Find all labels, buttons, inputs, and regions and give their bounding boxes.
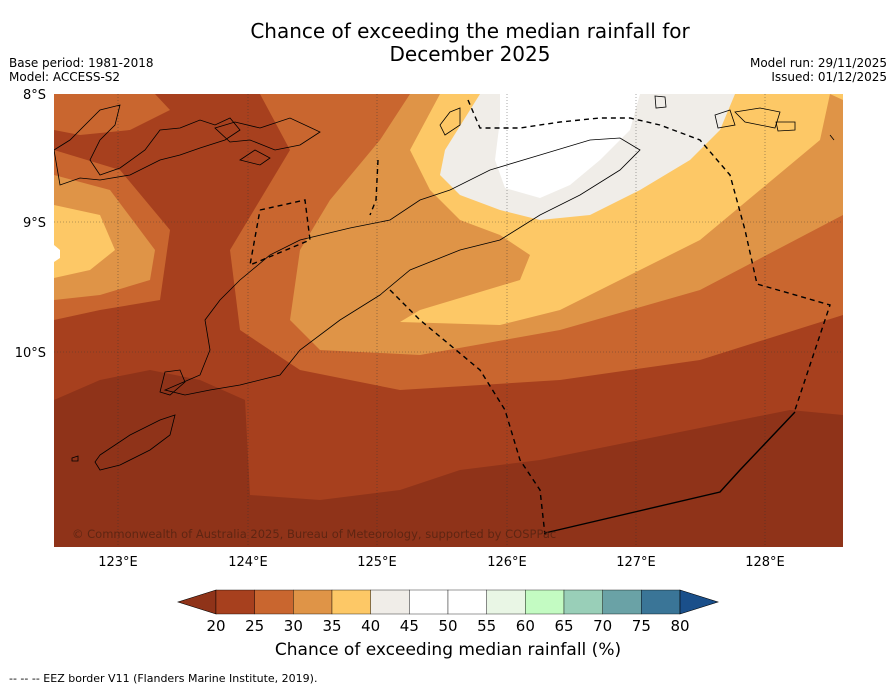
- colorbar-tick-label: 25: [245, 617, 264, 635]
- colorbar-tick-label: 20: [206, 617, 225, 635]
- base-period: Base period: 1981-2018: [9, 56, 154, 70]
- colorbar-tick-label: 30: [284, 617, 303, 635]
- title-line-1: Chance of exceeding the median rainfall …: [250, 19, 690, 43]
- island-coast: [214, 117, 321, 151]
- colorbar-tick-label: 80: [670, 617, 689, 635]
- colorbar-tick-label: 55: [477, 617, 496, 635]
- lon-label-126e: 126°E: [487, 555, 527, 570]
- colorbar-segment: [370, 589, 410, 615]
- colorbar-ticks: 20 25 30 35 40 45 50 55 60 65 70 75 80: [206, 617, 689, 635]
- colorbar-label: Chance of exceeding median rainfall (%): [274, 640, 622, 660]
- colorbar-tick-label: 40: [361, 617, 380, 635]
- meta-left: Base period: 1981-2018 Model: ACCESS-S2: [9, 56, 154, 84]
- colorbar-segment: [641, 589, 681, 615]
- islet-e-coast: [829, 134, 835, 141]
- colorbar-segment: [563, 589, 603, 615]
- rote-coast: [159, 369, 186, 396]
- eez-north-seg: [369, 159, 379, 216]
- lat-label-9s: 9°S: [23, 216, 46, 231]
- map-title: Chance of exceeding the median rainfall …: [0, 20, 896, 66]
- islet-ne2-coast: [734, 107, 781, 129]
- colorbar-tick-label: 70: [593, 617, 612, 635]
- rainfall-field: © Commonwealth of Australia 2025, Bureau…: [54, 94, 843, 547]
- lon-label-125e: 125°E: [357, 555, 397, 570]
- islet-n-coast: [654, 95, 667, 109]
- band-white-west: [54, 245, 60, 262]
- band-50-55: [495, 94, 640, 198]
- flores-coast: [54, 104, 241, 186]
- model-name: Model: ACCESS-S2: [9, 70, 121, 84]
- colorbar-segment: [525, 589, 565, 615]
- colorbar-segment: [215, 589, 255, 615]
- colorbar-segment: [486, 589, 526, 615]
- band-30-35-nw: [54, 94, 170, 135]
- colorbar-tick-label: 75: [632, 617, 651, 635]
- colorbar-tick-label: 65: [554, 617, 573, 635]
- colorbar-segment: [409, 589, 449, 615]
- band-40-45-west: [54, 205, 115, 278]
- lon-label-124e: 124°E: [228, 555, 268, 570]
- sawu-islet-coast: [71, 455, 79, 462]
- eez-east: [467, 99, 831, 411]
- lon-label-128e: 128°E: [745, 555, 785, 570]
- islet-coast: [239, 149, 271, 166]
- lat-label-10s: 10°S: [15, 346, 46, 361]
- wetar-west-coast: [439, 107, 461, 136]
- colorbar: [177, 589, 719, 615]
- issued-date: Issued: 01/12/2025: [771, 70, 887, 84]
- title-line-2: December 2025: [389, 42, 551, 66]
- colorbar-arrow-high: [679, 589, 719, 615]
- eez-border: [249, 99, 831, 536]
- eez-solid: [544, 411, 796, 534]
- footer-note: -- -- -- EEZ border V11 (Flanders Marine…: [9, 672, 318, 685]
- islet-ne1-coast: [714, 109, 736, 129]
- model-run: Model run: 29/11/2025: [749, 56, 887, 70]
- colorbar-segment: [331, 589, 371, 615]
- sawu-coast: [94, 414, 176, 471]
- coastlines: [54, 95, 835, 471]
- lon-label-127e: 127°E: [616, 555, 656, 570]
- colorbar-arrow-low: [177, 589, 217, 615]
- colorbar-segment: [602, 589, 642, 615]
- colorbar-segment: [254, 589, 294, 615]
- timor-coast: [163, 137, 641, 396]
- colorbar-tick-label: 35: [322, 617, 341, 635]
- colorbar-segment: [447, 589, 487, 615]
- meta-right: Model run: 29/11/2025 Issued: 01/12/2025: [750, 56, 887, 84]
- lon-label-123e: 123°E: [98, 555, 138, 570]
- lat-label-8s: 8°S: [23, 88, 46, 103]
- colorbar-segment: [293, 589, 333, 615]
- colorbar-tick-label: 45: [400, 617, 419, 635]
- eez-south: [389, 289, 546, 536]
- islet-ne3-coast: [775, 121, 796, 132]
- copyright-text: © Commonwealth of Australia 2025, Bureau…: [72, 527, 556, 541]
- eez-enclave: [249, 199, 311, 267]
- colorbar-tick-label: 60: [516, 617, 535, 635]
- colorbar-tick-label: 50: [438, 617, 457, 635]
